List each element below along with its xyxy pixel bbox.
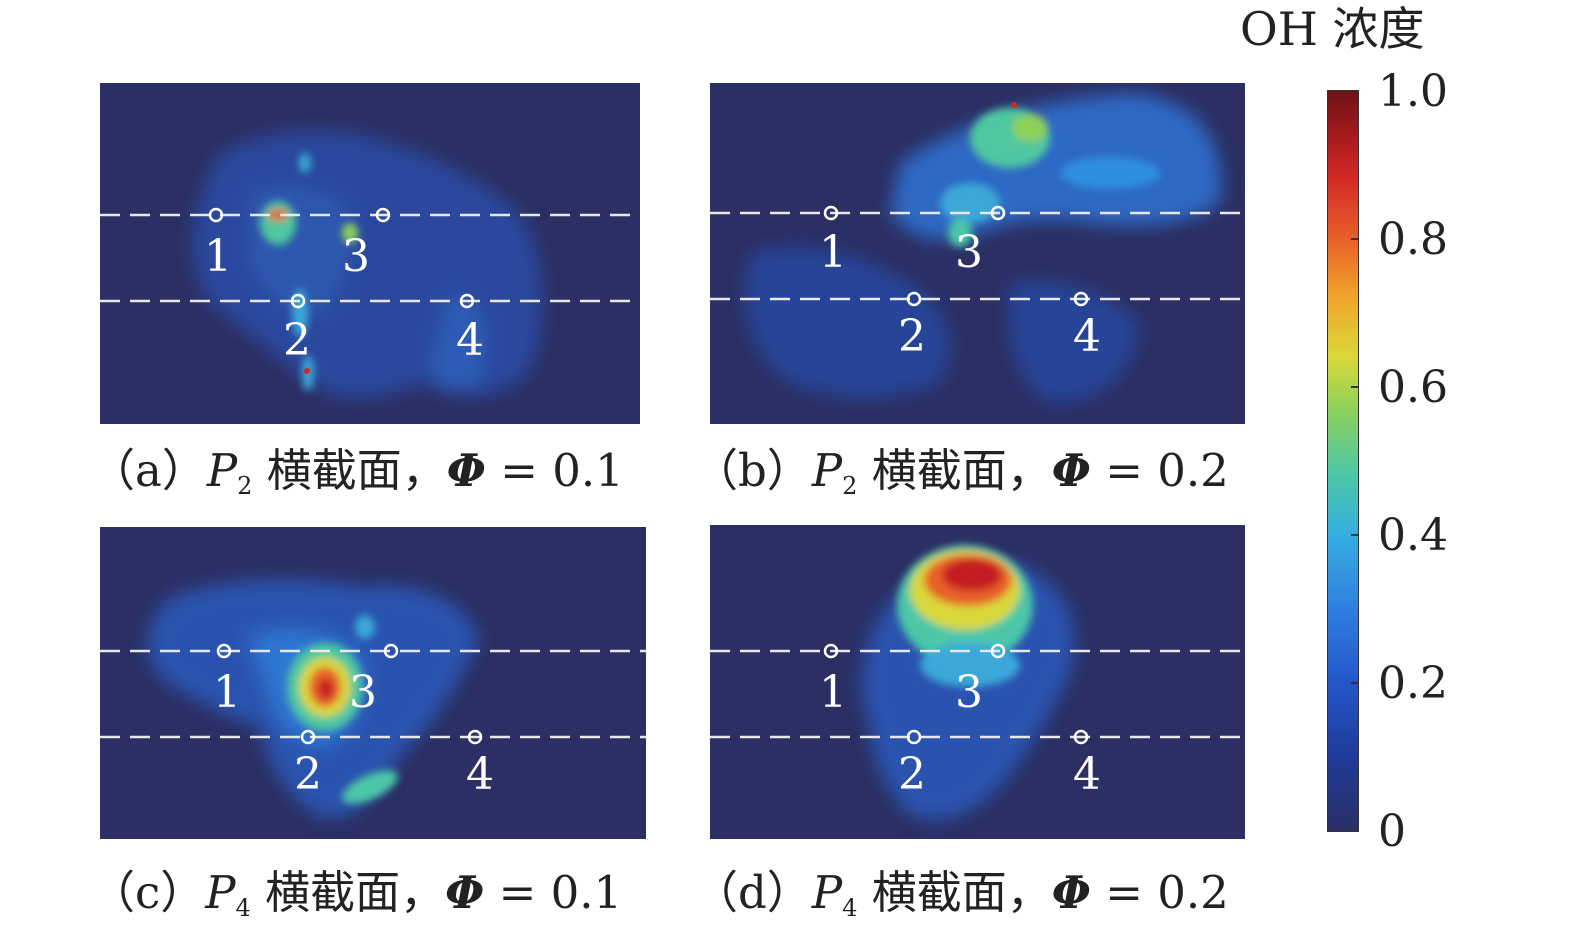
point-label-4: 4	[456, 315, 484, 366]
point-label-1: 1	[204, 231, 232, 282]
point-label-2: 2	[283, 315, 311, 366]
panel-a-oh-map: 1 3 2 4	[100, 83, 640, 424]
colorbar-label-0-4: 0.4	[1378, 510, 1448, 561]
colorbar-tick	[1351, 682, 1359, 684]
point-label-4: 4	[1073, 311, 1101, 362]
caption-b-prefix: （b）	[693, 444, 812, 497]
caption-d-section: 横截面，	[871, 866, 1052, 919]
panel-b-oh-map: 1 3 2 4	[710, 83, 1245, 424]
caption-b-section: 横截面，	[871, 444, 1052, 497]
point-label-3: 3	[955, 667, 983, 718]
point-label-4: 4	[466, 749, 494, 800]
caption-a-plane-sub: 2	[237, 472, 253, 500]
point-label-1: 1	[819, 227, 847, 278]
caption-a-section: 横截面，	[266, 444, 447, 497]
point-label-2: 2	[294, 749, 322, 800]
point-label-1: 1	[213, 667, 241, 718]
panel-a-field: 1 3 2 4	[100, 130, 640, 398]
point-label-3: 3	[349, 667, 377, 718]
caption-b-plane-sub: 2	[842, 472, 858, 500]
caption-c-section: 横截面，	[265, 866, 446, 919]
caption-c-plane: P	[205, 866, 236, 919]
caption-a-prefix: （a）	[90, 444, 207, 497]
panel-c-field: 1 3 2 4	[100, 579, 646, 819]
colorbar-label-0: 0	[1378, 806, 1406, 857]
caption-a-plane: P	[206, 444, 238, 497]
colorbar-label-0-2: 0.2	[1378, 658, 1448, 709]
caption-c-phi: Φ	[445, 866, 485, 919]
caption-c: （c）P4 横截面，Φ = 0.1	[90, 870, 622, 920]
caption-d-eq: = 0.2	[1090, 866, 1229, 919]
caption-a-eq: = 0.1	[485, 444, 624, 497]
colorbar-label-0-8: 0.8	[1378, 214, 1448, 265]
caption-d-phi: Φ	[1051, 866, 1091, 919]
point-label-2: 2	[898, 749, 926, 800]
colorbar-label-0-6: 0.6	[1378, 362, 1448, 413]
colorbar-label-1-0: 1.0	[1378, 66, 1448, 117]
caption-b-plane: P	[811, 444, 843, 497]
caption-d-plane: P	[811, 866, 843, 919]
caption-b: （b）P2 横截面，Φ = 0.2	[693, 448, 1229, 498]
panel-c-oh-map: 1 3 2 4	[100, 527, 646, 839]
caption-d-prefix: （d）	[693, 866, 812, 919]
caption-c-prefix: （c）	[90, 866, 206, 919]
point-label-2: 2	[898, 311, 926, 362]
caption-b-phi: Φ	[1051, 444, 1091, 497]
colorbar-title: OH 浓度	[1240, 2, 1425, 56]
colorbar-tick	[1351, 386, 1359, 388]
caption-d-plane-sub: 4	[842, 894, 858, 922]
colorbar-tick	[1351, 534, 1359, 536]
caption-c-plane-sub: 4	[235, 894, 251, 922]
caption-c-eq: = 0.1	[484, 866, 623, 919]
point-label-4: 4	[1073, 749, 1101, 800]
colorbar-tick	[1351, 238, 1359, 240]
panel-b-field: 1 3 2 4	[710, 93, 1245, 403]
caption-b-eq: = 0.2	[1090, 444, 1229, 497]
panel-d-oh-map: 1 3 2 4	[710, 525, 1245, 839]
caption-a: （a）P2 横截面，Φ = 0.1	[90, 448, 624, 498]
point-label-3: 3	[955, 227, 983, 278]
panel-d-field: 1 3 2 4	[710, 545, 1245, 820]
colorbar	[1327, 90, 1359, 832]
point-label-3: 3	[342, 231, 370, 282]
caption-a-phi: Φ	[446, 444, 486, 497]
point-label-1: 1	[819, 667, 847, 718]
caption-d: （d）P4 横截面，Φ = 0.2	[693, 870, 1229, 920]
